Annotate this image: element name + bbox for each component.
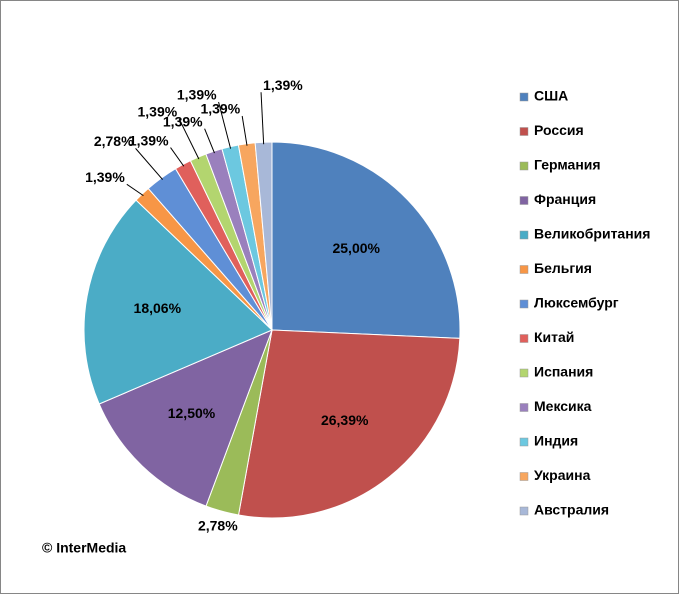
legend-label: Украина <box>534 467 591 483</box>
legend-swatch <box>519 506 529 516</box>
leader-line <box>204 128 215 154</box>
legend-label: Индия <box>534 433 578 449</box>
leader-line <box>126 183 144 197</box>
watermark: © InterMedia <box>42 540 126 556</box>
legend-swatch <box>519 92 529 102</box>
legend-label: Германия <box>534 157 601 173</box>
legend-swatch <box>519 230 529 240</box>
data-label: 1,39% <box>200 101 240 117</box>
legend-swatch <box>519 127 529 136</box>
legend-label: Мексика <box>534 398 592 414</box>
legend-label: Испания <box>534 364 593 380</box>
legend-swatch <box>519 403 529 412</box>
leader-line <box>170 147 185 167</box>
data-label: 1,39% <box>85 169 125 185</box>
legend-swatch <box>519 299 529 309</box>
leader-line <box>218 101 232 149</box>
data-label: 2,78% <box>94 133 134 149</box>
pie-slice <box>83 199 273 405</box>
legend-swatch <box>519 368 529 378</box>
data-label: 18,06% <box>134 300 182 316</box>
legend-label: Австралия <box>534 502 609 518</box>
legend-label: Китай <box>534 329 574 345</box>
pie-slice <box>237 329 461 519</box>
data-label: 25,00% <box>332 240 380 256</box>
data-label: 1,39% <box>263 77 303 93</box>
leader-line <box>135 148 163 180</box>
legend-label: Франция <box>534 191 596 207</box>
leader-line <box>241 115 248 146</box>
legend-swatch <box>519 265 529 274</box>
legend-label: США <box>534 88 568 104</box>
legend-label: Великобритания <box>534 226 650 242</box>
legend-swatch <box>519 334 529 343</box>
pie-slice <box>98 329 273 507</box>
legend-swatch <box>519 161 529 171</box>
data-label: 26,39% <box>321 412 369 428</box>
legend-label: Бельгия <box>534 260 592 276</box>
data-label: 1,39% <box>129 132 169 148</box>
leader-line <box>178 118 200 160</box>
legend-swatch <box>519 196 529 205</box>
data-label: 12,50% <box>168 405 216 421</box>
pie-slice <box>271 141 461 339</box>
data-label: 1,39% <box>163 113 203 129</box>
legend-label: Люксембург <box>534 295 619 311</box>
data-label: 1,39% <box>137 104 177 120</box>
data-label: 1,39% <box>177 87 217 103</box>
legend-swatch <box>519 437 529 447</box>
data-label: 2,78% <box>198 517 238 533</box>
leader-line <box>260 92 265 145</box>
legend-label: Россия <box>534 122 584 138</box>
legend-swatch <box>519 472 529 481</box>
